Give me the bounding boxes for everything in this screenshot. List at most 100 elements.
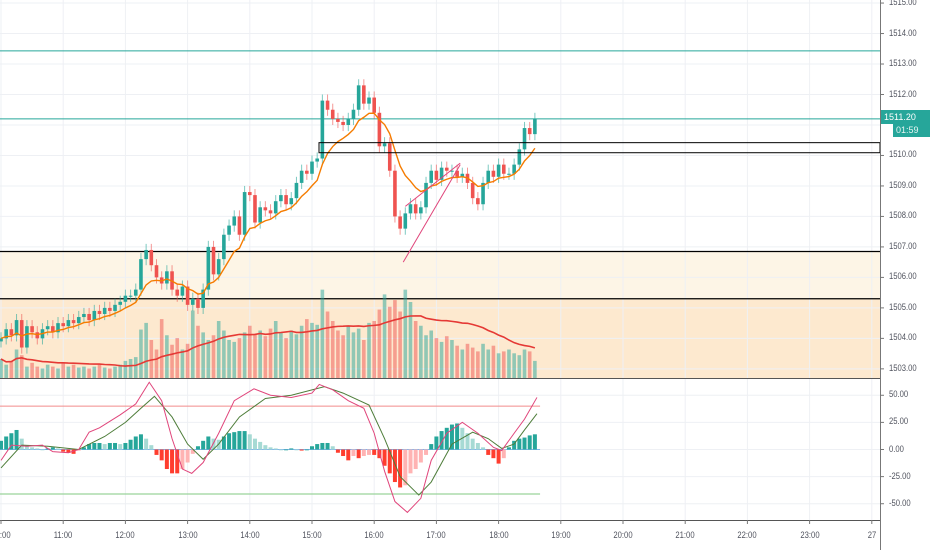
volume-bar xyxy=(123,360,128,378)
histogram-bar xyxy=(107,442,112,450)
volume-bar xyxy=(362,340,366,378)
histogram-bar xyxy=(361,449,366,457)
volume-bar xyxy=(35,366,40,378)
volume-bar xyxy=(40,368,45,378)
volume-bar xyxy=(481,343,485,378)
histogram-bar xyxy=(367,449,372,455)
volume-bar xyxy=(356,328,361,378)
histogram-bar xyxy=(40,449,45,451)
histogram-bar xyxy=(418,449,423,463)
histogram-bar xyxy=(35,448,40,450)
oscillator-tick-label: 25.00 xyxy=(889,416,909,427)
candle-body xyxy=(9,329,14,336)
volume-bar xyxy=(533,360,537,378)
volume-bar xyxy=(263,336,268,378)
histogram-bar xyxy=(247,434,252,450)
volume-bar xyxy=(216,321,221,378)
histogram-bar xyxy=(330,446,335,450)
candle-body xyxy=(398,216,402,229)
histogram-bar xyxy=(128,439,133,450)
volume-bar xyxy=(320,289,325,378)
oscillator-tick-label: -50.00 xyxy=(889,497,911,508)
volume-bar xyxy=(413,321,418,378)
histogram-bar xyxy=(387,449,392,474)
candle-body xyxy=(30,326,34,333)
price-tick-label: 1508.00 xyxy=(889,210,917,221)
oscillator-tick-label: -25.00 xyxy=(889,470,911,481)
candle-body xyxy=(0,338,3,342)
candle-body xyxy=(139,259,143,290)
volume-bar xyxy=(242,332,247,378)
histogram-bar xyxy=(512,440,517,450)
price-tick-label: 1505.00 xyxy=(889,301,917,312)
candle-body xyxy=(413,204,418,214)
candle-body xyxy=(491,170,496,177)
candle-body xyxy=(356,85,361,110)
histogram-bar xyxy=(299,449,304,451)
histogram-bar xyxy=(486,449,491,455)
volume-bar xyxy=(315,324,319,378)
histogram-bar xyxy=(138,434,143,450)
histogram-bar xyxy=(356,449,361,459)
histogram-bar xyxy=(92,442,97,450)
histogram-bar xyxy=(30,447,35,450)
histogram-bar xyxy=(310,446,314,450)
candle-body xyxy=(201,289,205,308)
histogram-bar xyxy=(180,449,185,470)
volume-bar xyxy=(232,341,237,378)
candle-body xyxy=(92,310,97,321)
volume-bar xyxy=(144,322,148,378)
candle-body xyxy=(522,128,527,150)
histogram-bar xyxy=(97,442,102,450)
candle-body xyxy=(341,121,345,125)
volume-bar xyxy=(113,366,117,378)
volume-bar xyxy=(491,345,496,378)
histogram-bar xyxy=(481,447,486,450)
volume-bar xyxy=(201,332,205,378)
histogram-bar xyxy=(532,434,537,450)
candle-body xyxy=(4,329,8,339)
histogram-bar xyxy=(4,436,9,450)
candle-body xyxy=(154,265,159,278)
volume-bar xyxy=(19,355,24,378)
histogram-bar xyxy=(66,449,71,453)
candle-body xyxy=(460,173,465,177)
price-tick-label: 1507.00 xyxy=(889,240,917,251)
volume-bar xyxy=(460,349,465,378)
histogram-bar xyxy=(517,438,522,450)
candle-body xyxy=(393,170,397,217)
volume-bar xyxy=(66,366,71,378)
candle-body xyxy=(429,170,434,183)
volume-bar xyxy=(149,340,154,378)
candle-body xyxy=(512,164,516,174)
volume-bar xyxy=(56,368,60,378)
volume-bar xyxy=(377,309,382,378)
candle-body xyxy=(299,170,304,183)
histogram-bar xyxy=(9,433,14,450)
volume-bar xyxy=(294,334,299,378)
volume-bar xyxy=(465,343,470,378)
candle-body xyxy=(507,173,511,175)
time-tick-label: 27 xyxy=(867,530,877,540)
histogram-bar xyxy=(294,449,299,451)
volume-bar xyxy=(393,300,397,378)
histogram-bar xyxy=(133,436,138,450)
candle-body xyxy=(102,307,107,314)
oscillator-tick-label: 0.00 xyxy=(889,443,904,454)
volume-bar xyxy=(165,335,169,378)
histogram-bar xyxy=(252,438,257,450)
candle-body xyxy=(25,326,29,348)
volume-bar xyxy=(336,330,340,378)
candle-body xyxy=(455,170,459,177)
candle-body xyxy=(273,201,278,214)
volume-bar xyxy=(382,294,387,378)
candle-body xyxy=(279,195,283,202)
histogram-bar xyxy=(118,444,123,450)
candle-body xyxy=(377,112,382,147)
candle-body xyxy=(14,320,19,336)
volume-moving-average-line xyxy=(0,315,536,367)
histogram-bar xyxy=(439,431,444,450)
candle-body xyxy=(325,100,330,110)
candle-body xyxy=(232,216,237,226)
